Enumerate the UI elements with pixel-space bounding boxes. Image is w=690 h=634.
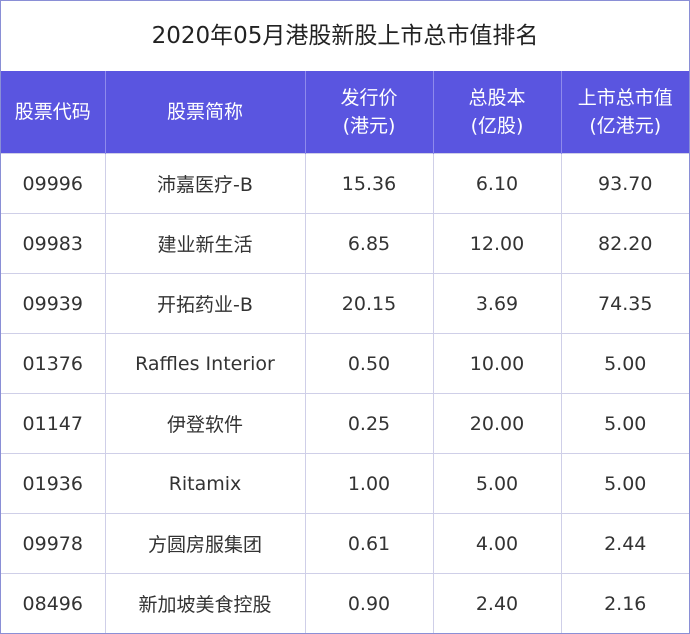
total-shares-cell: 12.00 xyxy=(432,213,561,274)
market-cap-cell: 2.44 xyxy=(560,513,689,574)
stock-code-cell: 09983 xyxy=(1,213,105,274)
issue-price-cell: 0.61 xyxy=(304,513,433,574)
table-row: 09983 建业新生活 6.85 12.00 82.20 xyxy=(1,213,689,274)
issue-price-cell: 1.00 xyxy=(304,453,433,514)
market-cap-cell: 5.00 xyxy=(560,453,689,514)
issue-price-cell: 0.25 xyxy=(304,393,433,454)
stock-code-cell: 09939 xyxy=(1,273,105,334)
header-stock-code: 股票代码 xyxy=(1,71,105,154)
table-row: 09978 方圆房服集团 0.61 4.00 2.44 xyxy=(1,513,689,574)
stock-name-cell: 方圆房服集团 xyxy=(104,513,305,574)
issue-price-cell: 6.85 xyxy=(304,213,433,274)
stock-code-cell: 01376 xyxy=(1,333,105,394)
stock-name-cell: 建业新生活 xyxy=(104,213,305,274)
total-shares-cell: 2.40 xyxy=(432,573,561,633)
table-row: 01936 Ritamix 1.00 5.00 5.00 xyxy=(1,453,689,514)
stock-name-cell: Ritamix xyxy=(104,453,305,514)
total-shares-cell: 20.00 xyxy=(432,393,561,454)
issue-price-cell: 0.50 xyxy=(304,333,433,394)
market-cap-cell: 2.16 xyxy=(560,573,689,633)
market-cap-cell: 74.35 xyxy=(560,273,689,334)
issue-price-cell: 20.15 xyxy=(304,273,433,334)
header-issue-price: 发行价 (港元) xyxy=(304,71,433,154)
stock-code-cell: 08496 xyxy=(1,573,105,633)
market-cap-cell: 93.70 xyxy=(560,153,689,214)
stock-name-cell: 沛嘉医疗-B xyxy=(104,153,305,214)
header-row: 股票代码 股票简称 发行价 (港元) 总股本 (亿股) 上市总市值 (亿港元) xyxy=(1,71,689,154)
stock-name-cell: Raffles Interior xyxy=(104,333,305,394)
header-total-shares: 总股本 (亿股) xyxy=(432,71,561,154)
total-shares-cell: 4.00 xyxy=(432,513,561,574)
table-row: 08496 新加坡美食控股 0.90 2.40 2.16 xyxy=(1,573,689,633)
issue-price-cell: 15.36 xyxy=(304,153,433,214)
issue-price-cell: 0.90 xyxy=(304,573,433,633)
header-market-cap: 上市总市值 (亿港元) xyxy=(560,71,689,154)
total-shares-cell: 6.10 xyxy=(432,153,561,214)
ranking-table: 股票代码 股票简称 发行价 (港元) 总股本 (亿股) 上市总市值 (亿港元) 099… xyxy=(1,71,689,633)
table-row: 09996 沛嘉医疗-B 15.36 6.10 93.70 xyxy=(1,153,689,214)
stock-code-cell: 09996 xyxy=(1,153,105,214)
market-cap-cell: 5.00 xyxy=(560,393,689,454)
total-shares-cell: 10.00 xyxy=(432,333,561,394)
stock-name-cell: 开拓药业-B xyxy=(104,273,305,334)
stock-code-cell: 01936 xyxy=(1,453,105,514)
table-row: 01147 伊登软件 0.25 20.00 5.00 xyxy=(1,393,689,454)
header-stock-name: 股票简称 xyxy=(104,71,305,154)
total-shares-cell: 5.00 xyxy=(432,453,561,514)
total-shares-cell: 3.69 xyxy=(432,273,561,334)
market-cap-cell: 5.00 xyxy=(560,333,689,394)
table-title: 2020年05月港股新股上市总市值排名 xyxy=(151,23,539,49)
table-row: 01376 Raffles Interior 0.50 10.00 5.00 xyxy=(1,333,689,394)
table-row: 09939 开拓药业-B 20.15 3.69 74.35 xyxy=(1,273,689,334)
stock-name-cell: 新加坡美食控股 xyxy=(104,573,305,633)
stock-name-cell: 伊登软件 xyxy=(104,393,305,454)
market-cap-cell: 82.20 xyxy=(560,213,689,274)
stock-code-cell: 01147 xyxy=(1,393,105,454)
stock-code-cell: 09978 xyxy=(1,513,105,574)
